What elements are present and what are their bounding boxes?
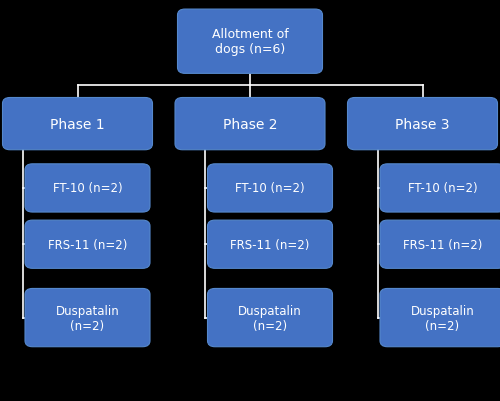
FancyBboxPatch shape — [2, 98, 152, 150]
Text: Allotment of
dogs (n=6): Allotment of dogs (n=6) — [212, 28, 288, 56]
FancyBboxPatch shape — [380, 164, 500, 213]
Text: FRS-11 (n=2): FRS-11 (n=2) — [230, 238, 310, 251]
Text: FRS-11 (n=2): FRS-11 (n=2) — [48, 238, 127, 251]
Text: Phase 2: Phase 2 — [223, 117, 277, 131]
Text: FT-10 (n=2): FT-10 (n=2) — [408, 182, 478, 195]
Text: Duspatalin
(n=2): Duspatalin (n=2) — [238, 304, 302, 332]
FancyBboxPatch shape — [25, 289, 150, 347]
Text: FT-10 (n=2): FT-10 (n=2) — [235, 182, 305, 195]
FancyBboxPatch shape — [380, 221, 500, 269]
Text: Duspatalin
(n=2): Duspatalin (n=2) — [410, 304, 474, 332]
Text: Duspatalin
(n=2): Duspatalin (n=2) — [56, 304, 120, 332]
FancyBboxPatch shape — [175, 98, 325, 150]
FancyBboxPatch shape — [178, 10, 322, 74]
Text: FT-10 (n=2): FT-10 (n=2) — [52, 182, 122, 195]
Text: Phase 1: Phase 1 — [50, 117, 105, 131]
FancyBboxPatch shape — [208, 221, 332, 269]
FancyBboxPatch shape — [208, 164, 332, 213]
Text: Phase 3: Phase 3 — [395, 117, 450, 131]
FancyBboxPatch shape — [25, 164, 150, 213]
FancyBboxPatch shape — [208, 289, 332, 347]
FancyBboxPatch shape — [380, 289, 500, 347]
FancyBboxPatch shape — [25, 221, 150, 269]
Text: FRS-11 (n=2): FRS-11 (n=2) — [403, 238, 482, 251]
FancyBboxPatch shape — [348, 98, 498, 150]
